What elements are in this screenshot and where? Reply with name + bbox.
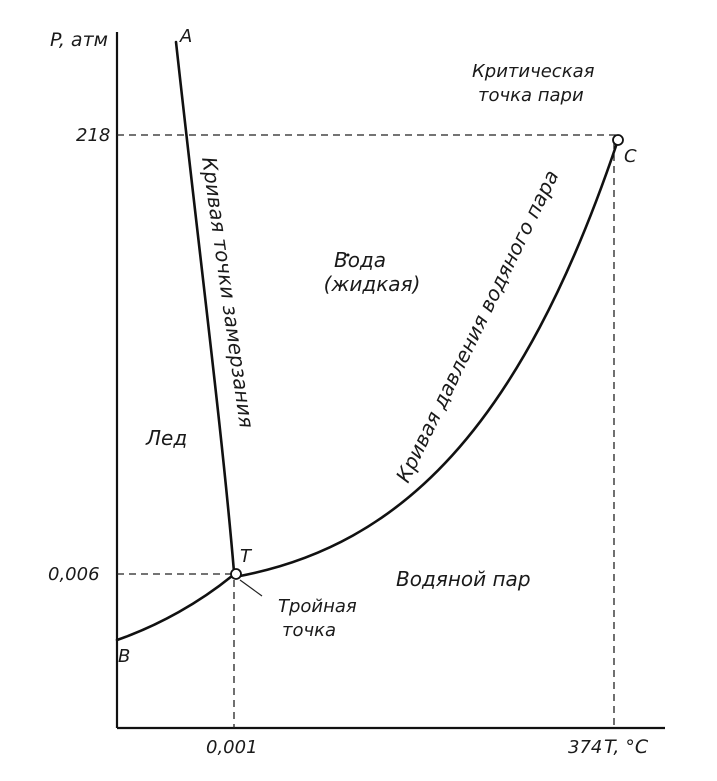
- region-water-label-line2: (жидкая): [324, 272, 421, 296]
- triple-point-label-line2: точка: [282, 620, 336, 641]
- freezing-curve-label: Кривая точки замерзания: [197, 155, 259, 429]
- region-ice-label: Лед: [145, 426, 187, 450]
- x-tick-0001: 0,001: [206, 737, 258, 758]
- y-tick-0006: 0,006: [48, 564, 100, 585]
- region-vapor-label: Водяной пар: [396, 567, 531, 591]
- y-axis-label: P, атм: [50, 29, 108, 51]
- critical-point-label-line1: Критическая: [472, 61, 595, 82]
- triple-point-marker: [230, 568, 242, 580]
- triple-point-label-line1: Тройная: [278, 596, 357, 617]
- vapor-pressure-curve-label: Кривая давления водяного пара: [391, 166, 564, 486]
- point-c-label: C: [624, 146, 637, 167]
- vapor-pressure-curve: [238, 141, 619, 578]
- sublimation-curve: [115, 574, 234, 642]
- point-t-label: T: [240, 546, 253, 567]
- water-region-dot: [346, 253, 350, 257]
- critical-point-label-line2: точка пари: [478, 85, 584, 106]
- critical-point-marker: [612, 134, 624, 146]
- x-tick-374: 374: [568, 737, 602, 758]
- freezing-curve: [174, 40, 236, 574]
- x-axis-label: T, °C: [604, 736, 649, 758]
- point-a-label: A: [179, 26, 192, 47]
- y-tick-218: 218: [76, 125, 110, 146]
- point-b-label: B: [118, 646, 130, 667]
- region-water-label-line1: Вода: [334, 248, 386, 272]
- triple-point-leader: [239, 579, 263, 597]
